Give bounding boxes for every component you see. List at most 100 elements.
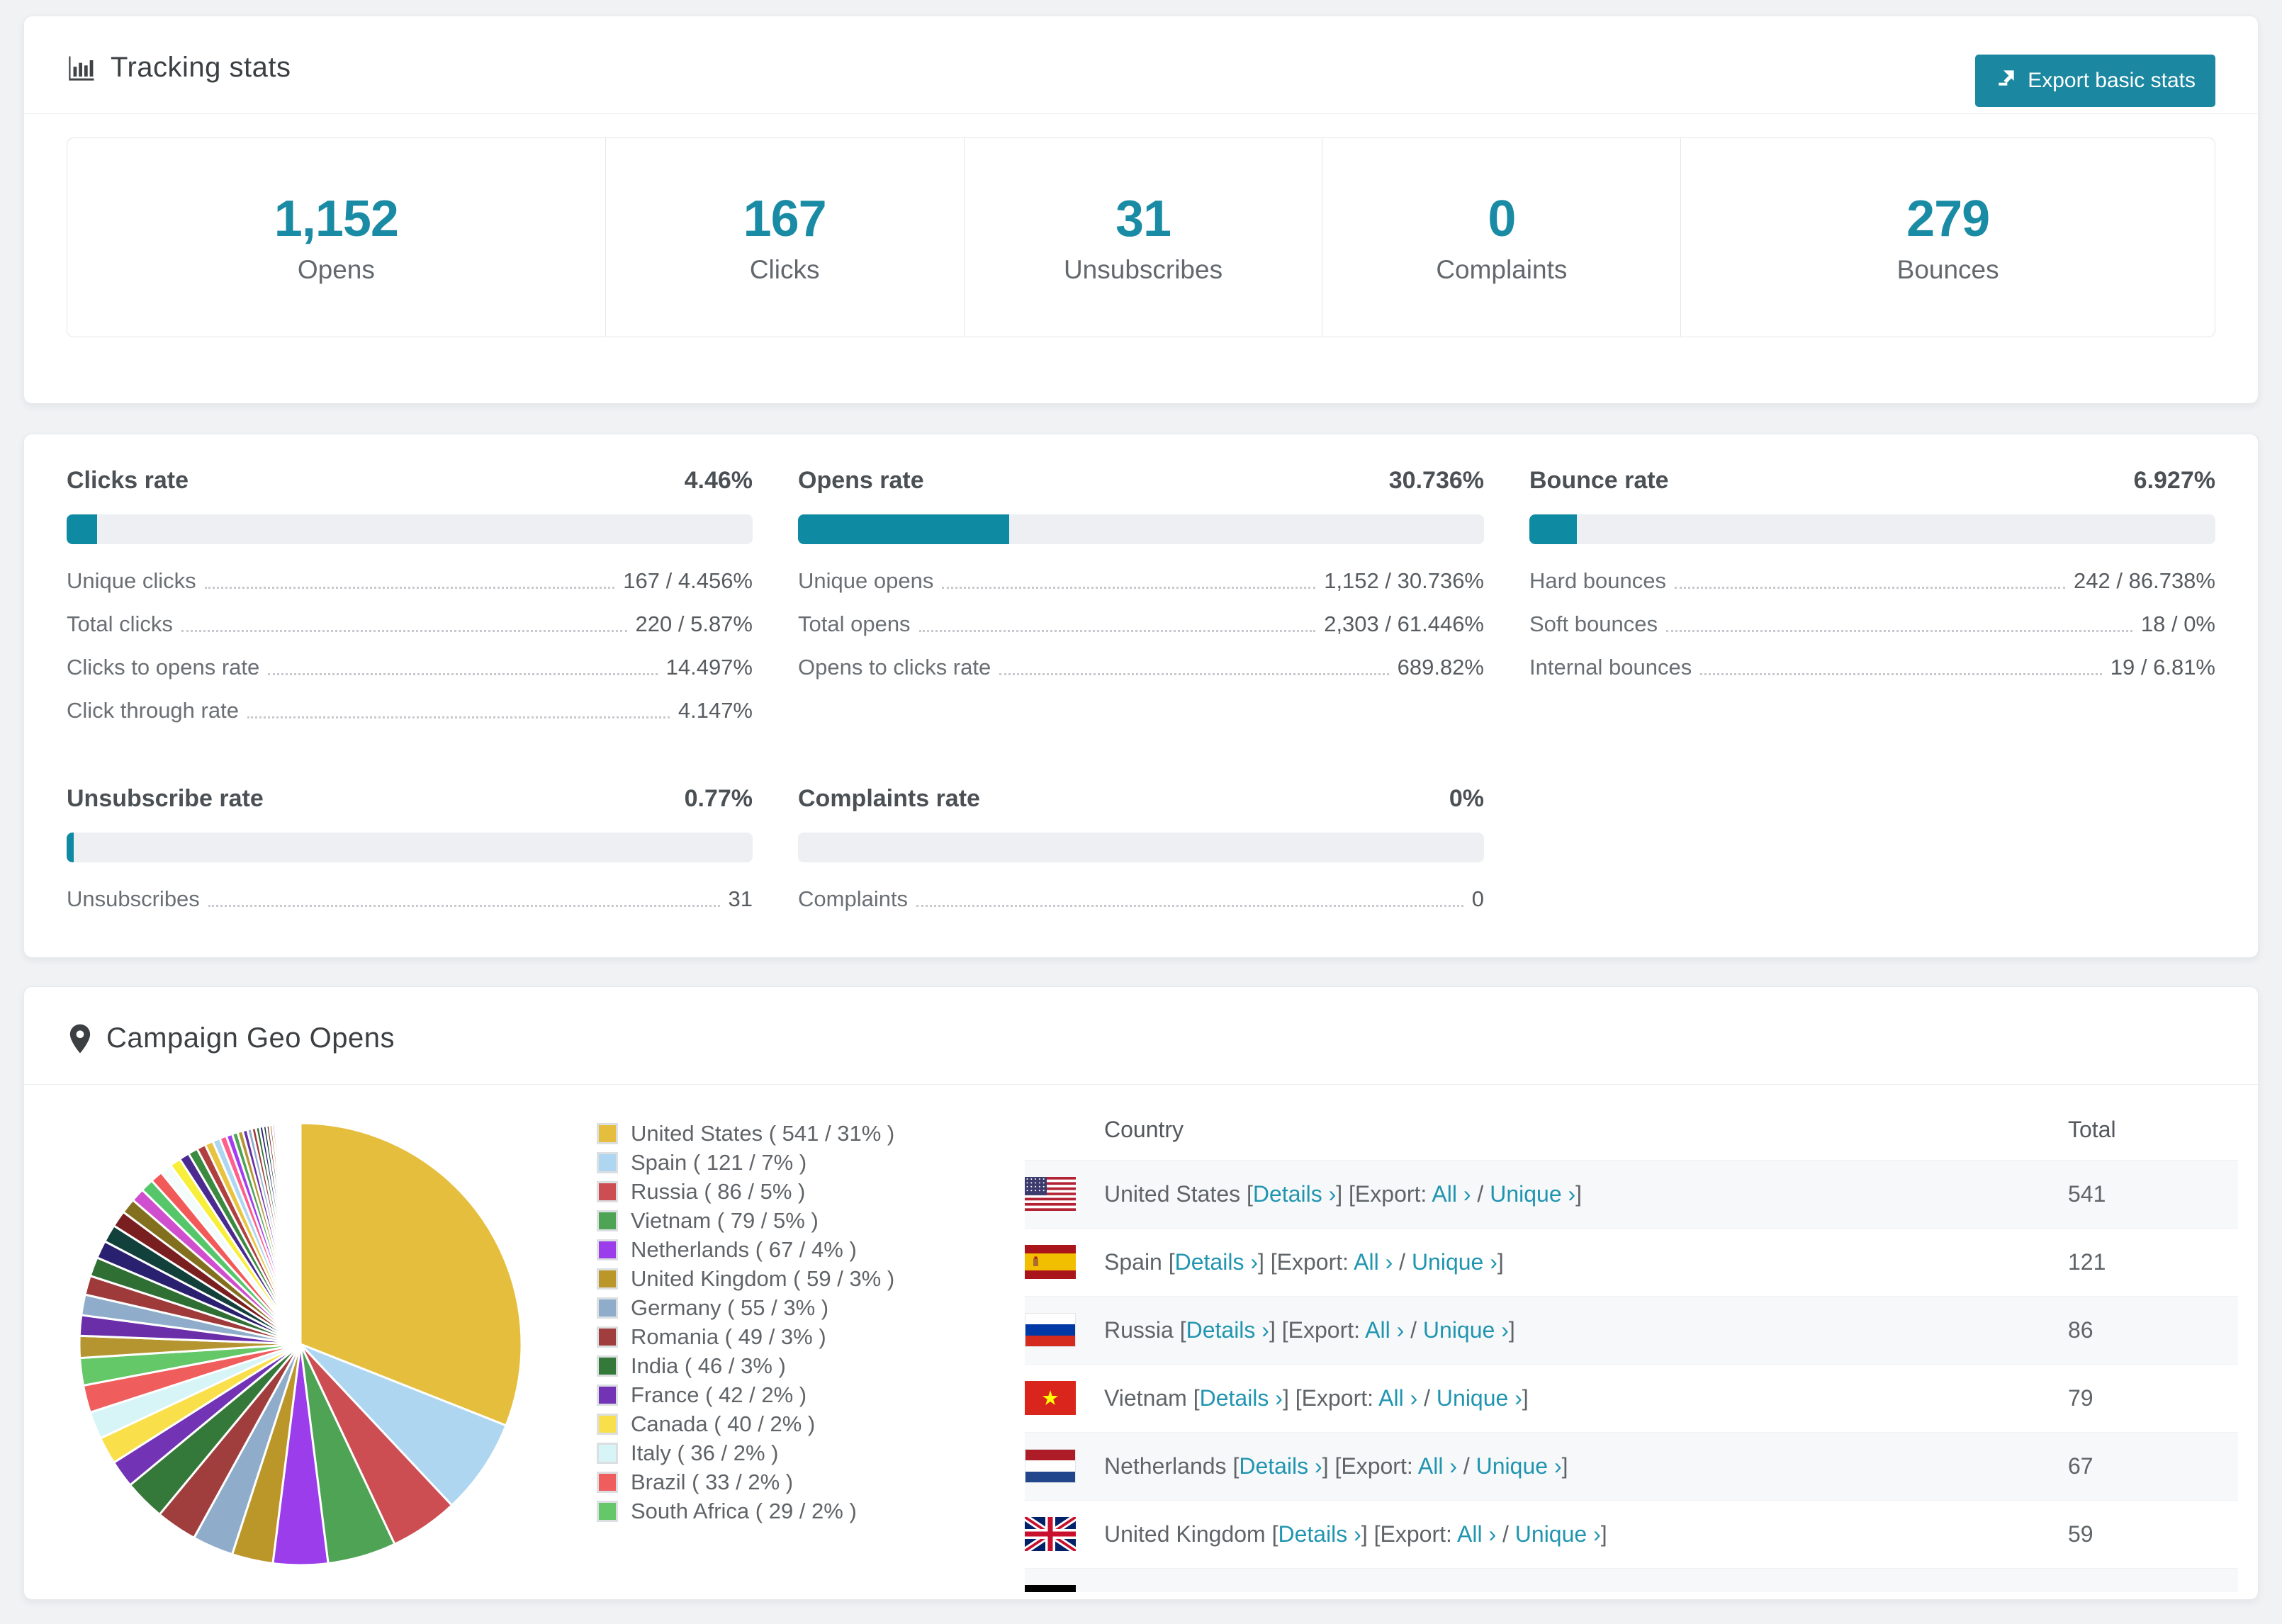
legend-label: Netherlands ( 67 / 4% ) xyxy=(631,1236,857,1262)
legend-color-chip xyxy=(597,1151,618,1173)
country-name: Russia [ xyxy=(1104,1316,1186,1343)
geo-table-wrap: Country Total United States [Details ›] … xyxy=(1025,1100,2238,1592)
rate-block-unsubscribe-rate: Unsubscribe rate 0.77% Unsubscribes 31 xyxy=(67,785,753,930)
dotted-leader xyxy=(268,673,658,675)
total-value: 541 xyxy=(2068,1180,2106,1207)
country-name: United States [ xyxy=(1104,1180,1253,1207)
country-links: Netherlands [Details ›] [Export: All › /… xyxy=(1104,1453,1568,1479)
country-links: Russia [Details ›] [Export: All › / Uniq… xyxy=(1104,1317,1515,1343)
export-unique-link[interactable]: Unique › xyxy=(1514,1521,1601,1547)
export-all-link[interactable]: All › xyxy=(1417,1453,1457,1479)
stat-row-value: 242 / 86.738% xyxy=(2074,568,2215,593)
export-icon xyxy=(1995,67,2018,95)
dotted-leader xyxy=(247,716,670,718)
legend-item: Germany ( 55 / 3% ) xyxy=(597,1293,994,1322)
stat-row-label: Unique clicks xyxy=(67,568,196,593)
export-all-link[interactable]: All › xyxy=(1365,1316,1405,1343)
table-row-ru: Russia [Details ›] [Export: All › / Uniq… xyxy=(1025,1296,2238,1364)
geo-pie-chart xyxy=(67,1100,577,1592)
rate-title: Complaints rate xyxy=(798,785,980,812)
separator: / xyxy=(1496,1521,1515,1547)
export-all-link[interactable]: All › xyxy=(1457,1521,1497,1547)
country-cell: Russia [Details ›] [Export: All › / Uniq… xyxy=(1025,1313,2068,1347)
total-value: 67 xyxy=(2068,1453,2093,1479)
legend-item: United Kingdom ( 59 / 3% ) xyxy=(597,1264,994,1293)
country-links: Spain [Details ›] [Export: All › / Uniqu… xyxy=(1104,1249,1504,1275)
export-unique-link[interactable]: Unique › xyxy=(1490,1180,1576,1207)
details-link[interactable]: Details › xyxy=(1239,1453,1322,1479)
geo-table: Country Total United States [Details ›] … xyxy=(1025,1100,2238,1592)
column-header-total: Total xyxy=(2068,1117,2116,1143)
geo-content: United States ( 541 / 31% ) Spain ( 121 /… xyxy=(24,1085,2258,1592)
country-cell-container: Vietnam [Details ›] [Export: All › / Uni… xyxy=(1025,1364,2068,1432)
export-unique-link[interactable]: Unique › xyxy=(1422,1316,1509,1343)
dotted-leader xyxy=(181,630,627,632)
stat-row: Unique clicks 167 / 4.456% xyxy=(67,568,753,594)
stat-row-value: 19 / 6.81% xyxy=(2110,655,2215,680)
export-all-link[interactable]: All › xyxy=(1432,1180,1471,1207)
export-all-link[interactable]: All › xyxy=(1378,1385,1418,1411)
stat-cell-opens: 1,152 Opens xyxy=(67,138,605,337)
flag-es-icon xyxy=(1025,1245,1104,1279)
dotted-leader xyxy=(916,905,1463,907)
legend-color-chip xyxy=(597,1239,618,1261)
export-unique-link[interactable]: Unique › xyxy=(1447,1589,1533,1592)
stat-row-label: Total opens xyxy=(798,611,911,636)
details-link[interactable]: Details › xyxy=(1199,1385,1283,1411)
pie-slice-united-states xyxy=(299,1122,523,1427)
details-link[interactable]: Details › xyxy=(1174,1248,1258,1275)
rate-rows: Unique clicks 167 / 4.456% Total clicks 220… xyxy=(67,568,753,723)
legend-label: Italy ( 36 / 2% ) xyxy=(631,1440,779,1465)
stat-row-value: 220 / 5.87% xyxy=(635,611,753,636)
stat-row-label: Internal bounces xyxy=(1529,655,1692,680)
stat-row-label: Soft bounces xyxy=(1529,611,1658,636)
details-link[interactable]: Details › xyxy=(1210,1589,1293,1592)
export-unique-link[interactable]: Unique › xyxy=(1411,1248,1497,1275)
page: Tracking stats Export basic stats 1,152 O… xyxy=(0,16,2282,1624)
progress-bar xyxy=(798,514,1484,544)
separator: / xyxy=(1393,1248,1412,1275)
map-pin-icon xyxy=(67,1023,94,1054)
bracket-close: ] xyxy=(1600,1521,1607,1547)
flag-de-icon xyxy=(1025,1585,1104,1592)
flag-nl-icon xyxy=(1025,1449,1104,1483)
legend-color-chip xyxy=(597,1471,618,1493)
country-cell-container: Spain [Details ›] [Export: All › / Uniqu… xyxy=(1025,1228,2068,1296)
rate-value: 6.927% xyxy=(2133,467,2215,494)
rate-rows: Unsubscribes 31 xyxy=(67,886,753,912)
separator: / xyxy=(1471,1180,1490,1207)
country-name: Netherlands [ xyxy=(1104,1453,1240,1479)
legend-color-chip xyxy=(597,1500,618,1522)
country-cell: United Kingdom [Details ›] [Export: All … xyxy=(1025,1517,2068,1551)
country-cell-container: United States [Details ›] [Export: All ›… xyxy=(1025,1160,2068,1228)
stat-label: Clicks xyxy=(749,255,820,284)
separator: / xyxy=(1428,1589,1447,1592)
dotted-leader xyxy=(1675,587,2066,589)
export-all-link[interactable]: All › xyxy=(1389,1589,1428,1592)
legend-label: United States ( 541 / 31% ) xyxy=(631,1120,895,1146)
stat-row: Unsubscribes 31 xyxy=(67,886,753,912)
stat-row-value: 14.497% xyxy=(665,655,753,680)
export-unique-link[interactable]: Unique › xyxy=(1436,1385,1522,1411)
bracket-close: ] xyxy=(1561,1453,1568,1479)
export-all-link[interactable]: All › xyxy=(1354,1248,1393,1275)
stat-row: Total clicks 220 / 5.87% xyxy=(67,611,753,637)
stat-row-label: Complaints xyxy=(798,886,909,911)
country-cell-container: Russia [Details ›] [Export: All › / Uniq… xyxy=(1025,1296,2068,1364)
details-link[interactable]: Details › xyxy=(1252,1180,1337,1207)
export-basic-stats-button[interactable]: Export basic stats xyxy=(1975,55,2215,107)
rate-block-clicks-rate: Clicks rate 4.46% Unique clicks 167 / 4.456… xyxy=(67,467,753,741)
legend-color-chip xyxy=(597,1209,618,1231)
legend-label: Canada ( 40 / 2% ) xyxy=(631,1411,816,1436)
export-unique-link[interactable]: Unique › xyxy=(1476,1453,1562,1479)
details-link[interactable]: Details › xyxy=(1186,1316,1269,1343)
flag-gb-icon xyxy=(1025,1517,1104,1551)
stat-row: Total opens 2,303 / 61.446% xyxy=(798,611,1484,637)
country-name: Germany [ xyxy=(1104,1589,1210,1592)
legend-color-chip xyxy=(597,1442,618,1464)
page-title: Tracking stats xyxy=(67,52,2215,84)
progress-bar xyxy=(1529,514,2215,544)
details-link[interactable]: Details › xyxy=(1278,1521,1361,1547)
legend-item: Vietnam ( 79 / 5% ) xyxy=(597,1206,994,1235)
stat-cell-clicks: 167 Clicks xyxy=(605,138,964,337)
